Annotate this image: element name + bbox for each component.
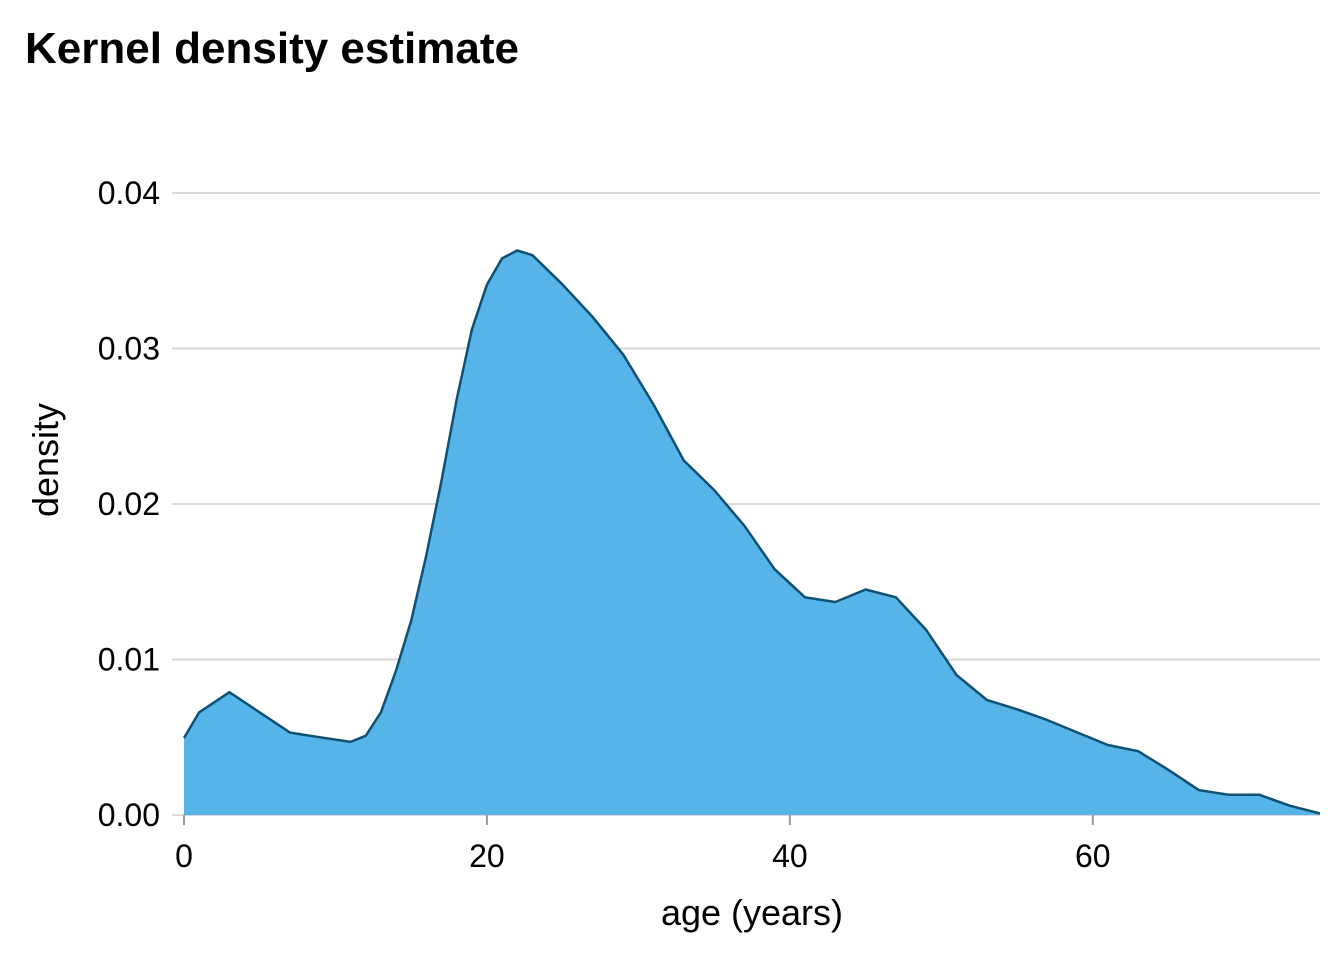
x-tick-label: 0 xyxy=(175,838,193,874)
y-tick-label: 0.00 xyxy=(98,797,160,833)
y-tick-label: 0.01 xyxy=(98,642,160,678)
x-tick-label: 40 xyxy=(772,838,808,874)
x-axis-label: age (years) xyxy=(661,892,843,933)
y-tick-label: 0.03 xyxy=(98,331,160,367)
x-tick-label: 20 xyxy=(469,838,505,874)
y-tick-label: 0.04 xyxy=(98,175,160,211)
x-tick-label: 60 xyxy=(1075,838,1111,874)
y-axis-label: density xyxy=(25,403,66,517)
density-line xyxy=(182,249,1321,815)
y-tick-label: 0.02 xyxy=(98,486,160,522)
chart-title: Kernel density estimate xyxy=(25,24,519,73)
density-area xyxy=(184,250,1320,815)
